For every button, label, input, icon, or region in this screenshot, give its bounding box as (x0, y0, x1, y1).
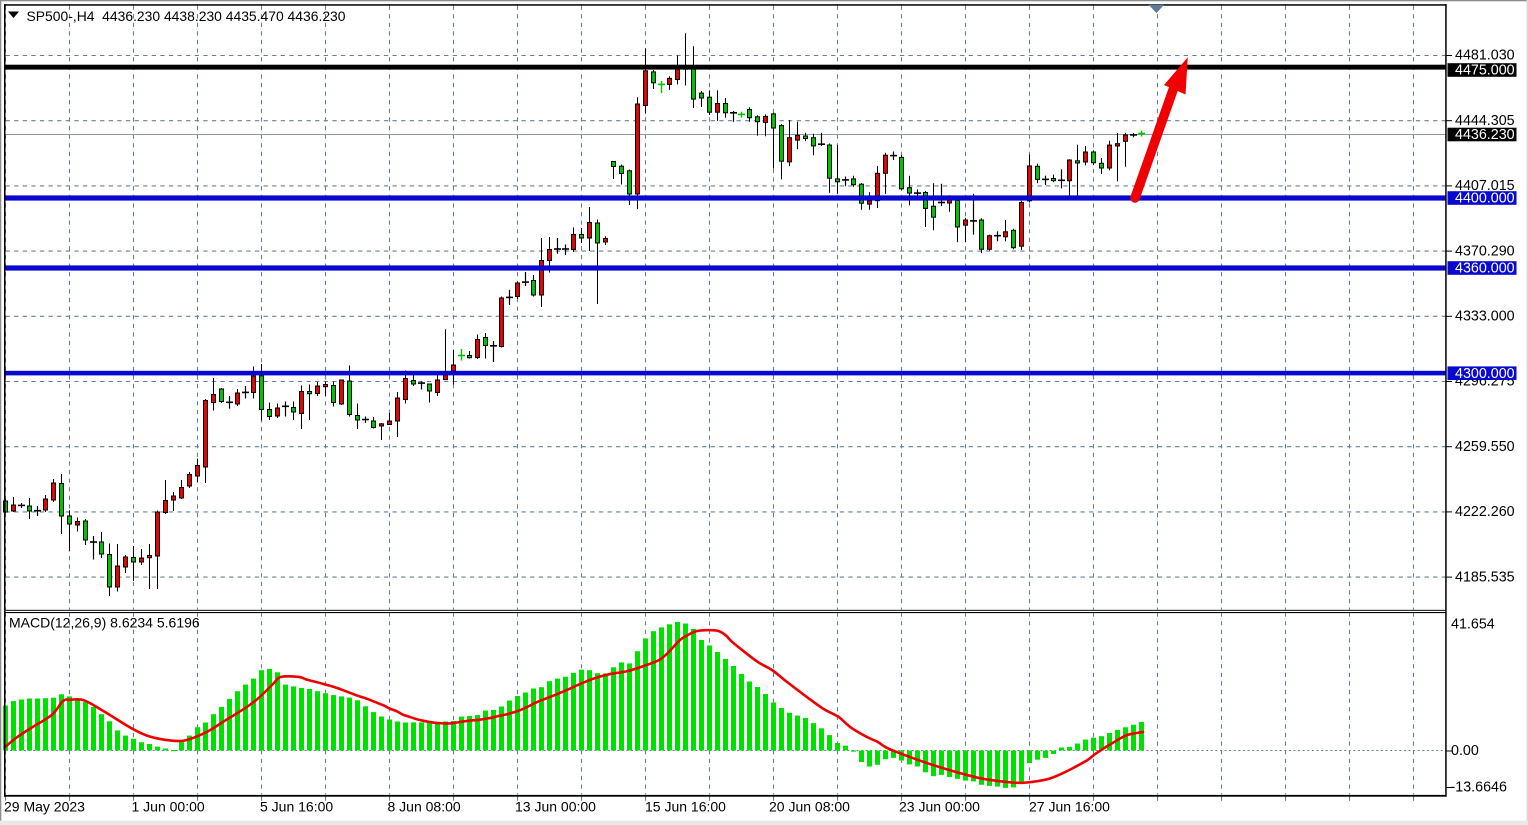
svg-text:4300.000: 4300.000 (1455, 366, 1515, 382)
svg-text:20 Jun 08:00: 20 Jun 08:00 (769, 799, 850, 815)
svg-text:1 Jun 00:00: 1 Jun 00:00 (132, 799, 205, 815)
svg-text:-13.6646: -13.6646 (1451, 780, 1507, 796)
svg-text:4475.000: 4475.000 (1455, 63, 1515, 79)
svg-text:0.00: 0.00 (1451, 743, 1479, 759)
svg-text:5 Jun 16:00: 5 Jun 16:00 (260, 799, 333, 815)
svg-text:4481.030: 4481.030 (1455, 48, 1515, 64)
svg-text:27 Jun 16:00: 27 Jun 16:00 (1029, 799, 1110, 815)
svg-text:SP500-,H4 4436.230 4438.230 4: SP500-,H4 4436.230 4438.230 4435.470 443… (27, 8, 346, 24)
svg-text:4259.550: 4259.550 (1455, 439, 1515, 455)
svg-text:41.654: 41.654 (1451, 617, 1495, 633)
svg-text:4370.290: 4370.290 (1455, 243, 1515, 259)
svg-text:MACD(12,26,9) 8.6234 5.6196: MACD(12,26,9) 8.6234 5.6196 (9, 615, 200, 631)
svg-text:23 Jun 00:00: 23 Jun 00:00 (899, 799, 980, 815)
svg-text:13 Jun 00:00: 13 Jun 00:00 (515, 799, 596, 815)
svg-text:4400.000: 4400.000 (1455, 191, 1515, 207)
svg-text:4185.535: 4185.535 (1455, 569, 1515, 585)
svg-text:4444.305: 4444.305 (1455, 113, 1515, 129)
svg-text:4436.230: 4436.230 (1455, 127, 1515, 143)
svg-text:4360.000: 4360.000 (1455, 261, 1515, 277)
svg-text:8 Jun 08:00: 8 Jun 08:00 (388, 799, 461, 815)
svg-text:15 Jun 16:00: 15 Jun 16:00 (645, 799, 726, 815)
svg-text:4222.260: 4222.260 (1455, 504, 1515, 520)
svg-text:4407.015: 4407.015 (1455, 178, 1515, 194)
svg-text:4333.000: 4333.000 (1455, 309, 1515, 325)
svg-text:29 May 2023: 29 May 2023 (4, 799, 85, 815)
